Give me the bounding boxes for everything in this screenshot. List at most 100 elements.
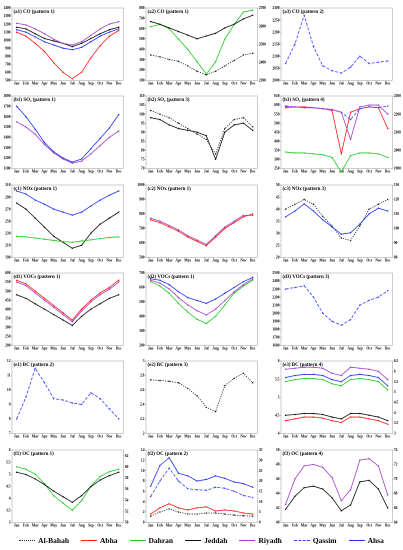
data-point-abha [312,416,314,419]
x-tick-label: Mar [300,435,307,439]
data-point-abha [117,29,120,32]
chart-panel-c3: 20 25 30 35 40 45 50 80 90 100 110 120 130 Jan Feb Mar A… [269,177,403,265]
y-tick-label: 12 [141,458,145,462]
data-point-qassim [330,69,333,72]
x-tick-label: Aug [213,347,220,351]
x-tick-label: Aug [78,258,85,262]
y2-tick-label: 70 [393,477,397,481]
x-tick-label: May [50,435,57,439]
x-tick-label: Mar [166,170,173,174]
data-point-qassim [108,408,111,410]
data-point-jeddah [358,480,361,483]
data-point-qassim [159,479,161,482]
data-point-ahsa [215,298,217,300]
data-point-riyadh [321,108,324,110]
y-tick-label: 45 [276,195,280,199]
data-point-qassim [321,312,324,314]
data-point-dahran [242,285,245,287]
data-point-riyadh [349,138,351,141]
data-point-jeddah [330,496,333,499]
data-point-jeddah [80,494,83,497]
x-tick-label: Jan [283,82,289,86]
data-point-ahsa [368,375,370,377]
data-point-dahran [15,465,18,468]
x-tick-label: Jan [14,347,20,351]
data-point-dahran [368,379,370,381]
data-point-qassim [242,494,245,496]
data-point-riyadh [368,457,370,460]
y-tick-label: 800 [5,54,11,58]
y-tick-label: 105 [139,104,145,108]
data-point-qassim [71,402,74,405]
x-tick-label: Aug [347,170,354,174]
data-point-dahran [321,154,324,156]
y-tick-label: 85 [141,140,145,144]
data-point-abha [168,225,171,228]
series-line-riyadh [285,367,388,381]
data-point-ahsa [178,472,180,474]
data-point-abha [303,416,305,419]
data-point-qassim [368,106,370,108]
data-point-qassim [303,14,305,16]
y-tick-label: 250 [5,334,11,338]
data-point-albahah [150,110,152,112]
x-tick-label: Dec [250,170,256,174]
x-tick-label: Dec [384,258,390,262]
y-tick-label: 190 [5,255,11,259]
data-point-albahah [187,65,189,67]
data-point-riyadh [71,44,74,46]
series-line-jeddah [285,413,388,422]
data-point-jeddah [52,40,55,42]
x-tick-label: Nov [106,170,112,174]
data-point-ahsa [386,209,389,212]
x-tick-label: Dec [116,523,122,527]
x-tick-label: May [50,170,57,174]
y-tick-label: 6 [9,448,11,452]
plot-frame [146,449,258,523]
x-tick-label: Nov [241,523,247,527]
data-point-jeddah [52,313,55,316]
data-point-ahsa [25,31,27,33]
data-point-riyadh [386,379,389,381]
y-tick-label: 900 [5,46,11,50]
y2-tick-label: 5 [259,510,261,514]
data-point-ahsa [52,44,55,46]
y-tick-label: 500 [139,255,145,259]
x-tick-label: Aug [78,523,85,527]
x-tick-label: Mar [32,435,39,439]
data-point-jeddah [80,244,83,246]
data-point-riyadh [99,28,101,30]
y-tick-label: 1500 [3,126,10,130]
chart-panel-b1: 1100 1200 1300 1400 1500 1600 1700 1800 Jan Feb Ma… [0,88,134,176]
x-tick-label: Oct [232,523,238,527]
series-line-jeddah [150,14,254,40]
data-point-riyadh [224,299,226,302]
data-point-jeddah [80,315,83,318]
data-point-dahran [43,238,46,240]
x-tick-label: Sep [222,170,228,174]
data-point-jeddah [15,26,18,29]
data-point-qassim [386,289,389,292]
data-point-ahsa [25,116,27,118]
x-tick-label: Dec [116,170,122,174]
x-tick-label: Jun [194,523,200,527]
data-point-riyadh [252,278,254,280]
chart-panel-a2: 100 200 300 400 500 600 700 800 2300 2400 2500 2600… [134,0,268,88]
data-point-riyadh [178,228,180,231]
data-point-albahah [168,507,171,510]
data-point-jeddah [159,23,161,26]
data-point-qassim [349,119,351,121]
y-tick-label: 700 [139,271,145,275]
series-line-riyadh [150,214,254,245]
data-point-jeddah [34,217,36,219]
x-tick-label: Jun [329,523,335,527]
data-point-albahah [205,406,208,409]
legend-swatch [129,539,146,541]
data-point-qassim [377,296,379,298]
data-point-abha [62,312,64,314]
data-point-abha [293,418,296,420]
data-point-jeddah [358,413,361,415]
data-point-albahah [178,382,180,384]
x-tick-label: Apr [41,523,48,527]
data-point-dahran [168,292,171,295]
